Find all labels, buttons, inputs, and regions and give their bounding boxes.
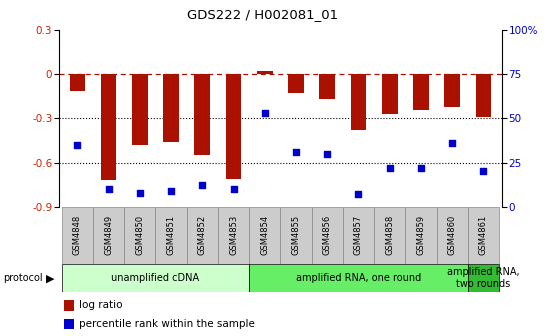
Text: amplified RNA,
two rounds: amplified RNA, two rounds — [447, 267, 519, 289]
Text: GSM4848: GSM4848 — [73, 215, 82, 255]
FancyBboxPatch shape — [405, 207, 436, 264]
Text: GSM4860: GSM4860 — [448, 215, 456, 255]
Point — [479, 169, 488, 174]
Text: unamplified cDNA: unamplified cDNA — [112, 273, 200, 283]
FancyBboxPatch shape — [218, 207, 249, 264]
Point — [73, 142, 82, 148]
Text: GSM4859: GSM4859 — [416, 215, 426, 255]
Bar — [101, 74, 117, 180]
FancyBboxPatch shape — [62, 264, 249, 292]
Text: GSM4853: GSM4853 — [229, 215, 238, 255]
Text: ▶: ▶ — [46, 274, 54, 284]
Text: GSM4851: GSM4851 — [166, 215, 176, 255]
Point — [291, 149, 300, 155]
FancyBboxPatch shape — [93, 207, 124, 264]
Text: GSM4857: GSM4857 — [354, 215, 363, 255]
Bar — [382, 74, 397, 114]
Bar — [226, 74, 242, 179]
FancyBboxPatch shape — [311, 207, 343, 264]
FancyBboxPatch shape — [468, 264, 499, 292]
Point — [385, 165, 394, 171]
Text: GSM4849: GSM4849 — [104, 215, 113, 255]
Bar — [475, 74, 491, 117]
FancyBboxPatch shape — [280, 207, 311, 264]
FancyBboxPatch shape — [249, 207, 280, 264]
FancyBboxPatch shape — [156, 207, 187, 264]
Text: log ratio: log ratio — [79, 300, 122, 310]
Text: GSM4856: GSM4856 — [323, 215, 332, 255]
FancyBboxPatch shape — [343, 207, 374, 264]
Text: protocol: protocol — [3, 273, 42, 283]
FancyBboxPatch shape — [436, 207, 468, 264]
Text: GSM4854: GSM4854 — [260, 215, 270, 255]
Bar — [70, 74, 85, 90]
Point — [323, 151, 331, 157]
Point — [136, 190, 145, 195]
Bar — [163, 74, 179, 142]
Text: amplified RNA, one round: amplified RNA, one round — [296, 273, 421, 283]
Bar — [195, 74, 210, 155]
Text: GSM4858: GSM4858 — [385, 215, 395, 255]
Bar — [132, 74, 148, 145]
Point — [167, 188, 176, 194]
Point — [198, 183, 207, 188]
Point — [261, 111, 270, 116]
Text: GSM4861: GSM4861 — [479, 215, 488, 255]
Bar — [319, 74, 335, 99]
FancyBboxPatch shape — [62, 207, 93, 264]
Text: GSM4850: GSM4850 — [135, 215, 145, 255]
Bar — [444, 74, 460, 107]
Point — [229, 186, 238, 192]
FancyBboxPatch shape — [249, 264, 468, 292]
Text: percentile rank within the sample: percentile rank within the sample — [79, 319, 254, 329]
Bar — [257, 72, 273, 74]
Point — [354, 192, 363, 197]
Point — [416, 165, 425, 171]
FancyBboxPatch shape — [374, 207, 405, 264]
FancyBboxPatch shape — [124, 207, 156, 264]
Text: GDS222 / H002081_01: GDS222 / H002081_01 — [187, 8, 338, 22]
Bar — [413, 74, 429, 110]
Point — [104, 186, 113, 192]
Bar — [288, 74, 304, 93]
Text: GSM4852: GSM4852 — [198, 215, 207, 255]
Point — [448, 140, 456, 146]
Text: GSM4855: GSM4855 — [291, 215, 301, 255]
FancyBboxPatch shape — [468, 207, 499, 264]
Bar — [350, 74, 366, 130]
FancyBboxPatch shape — [187, 207, 218, 264]
